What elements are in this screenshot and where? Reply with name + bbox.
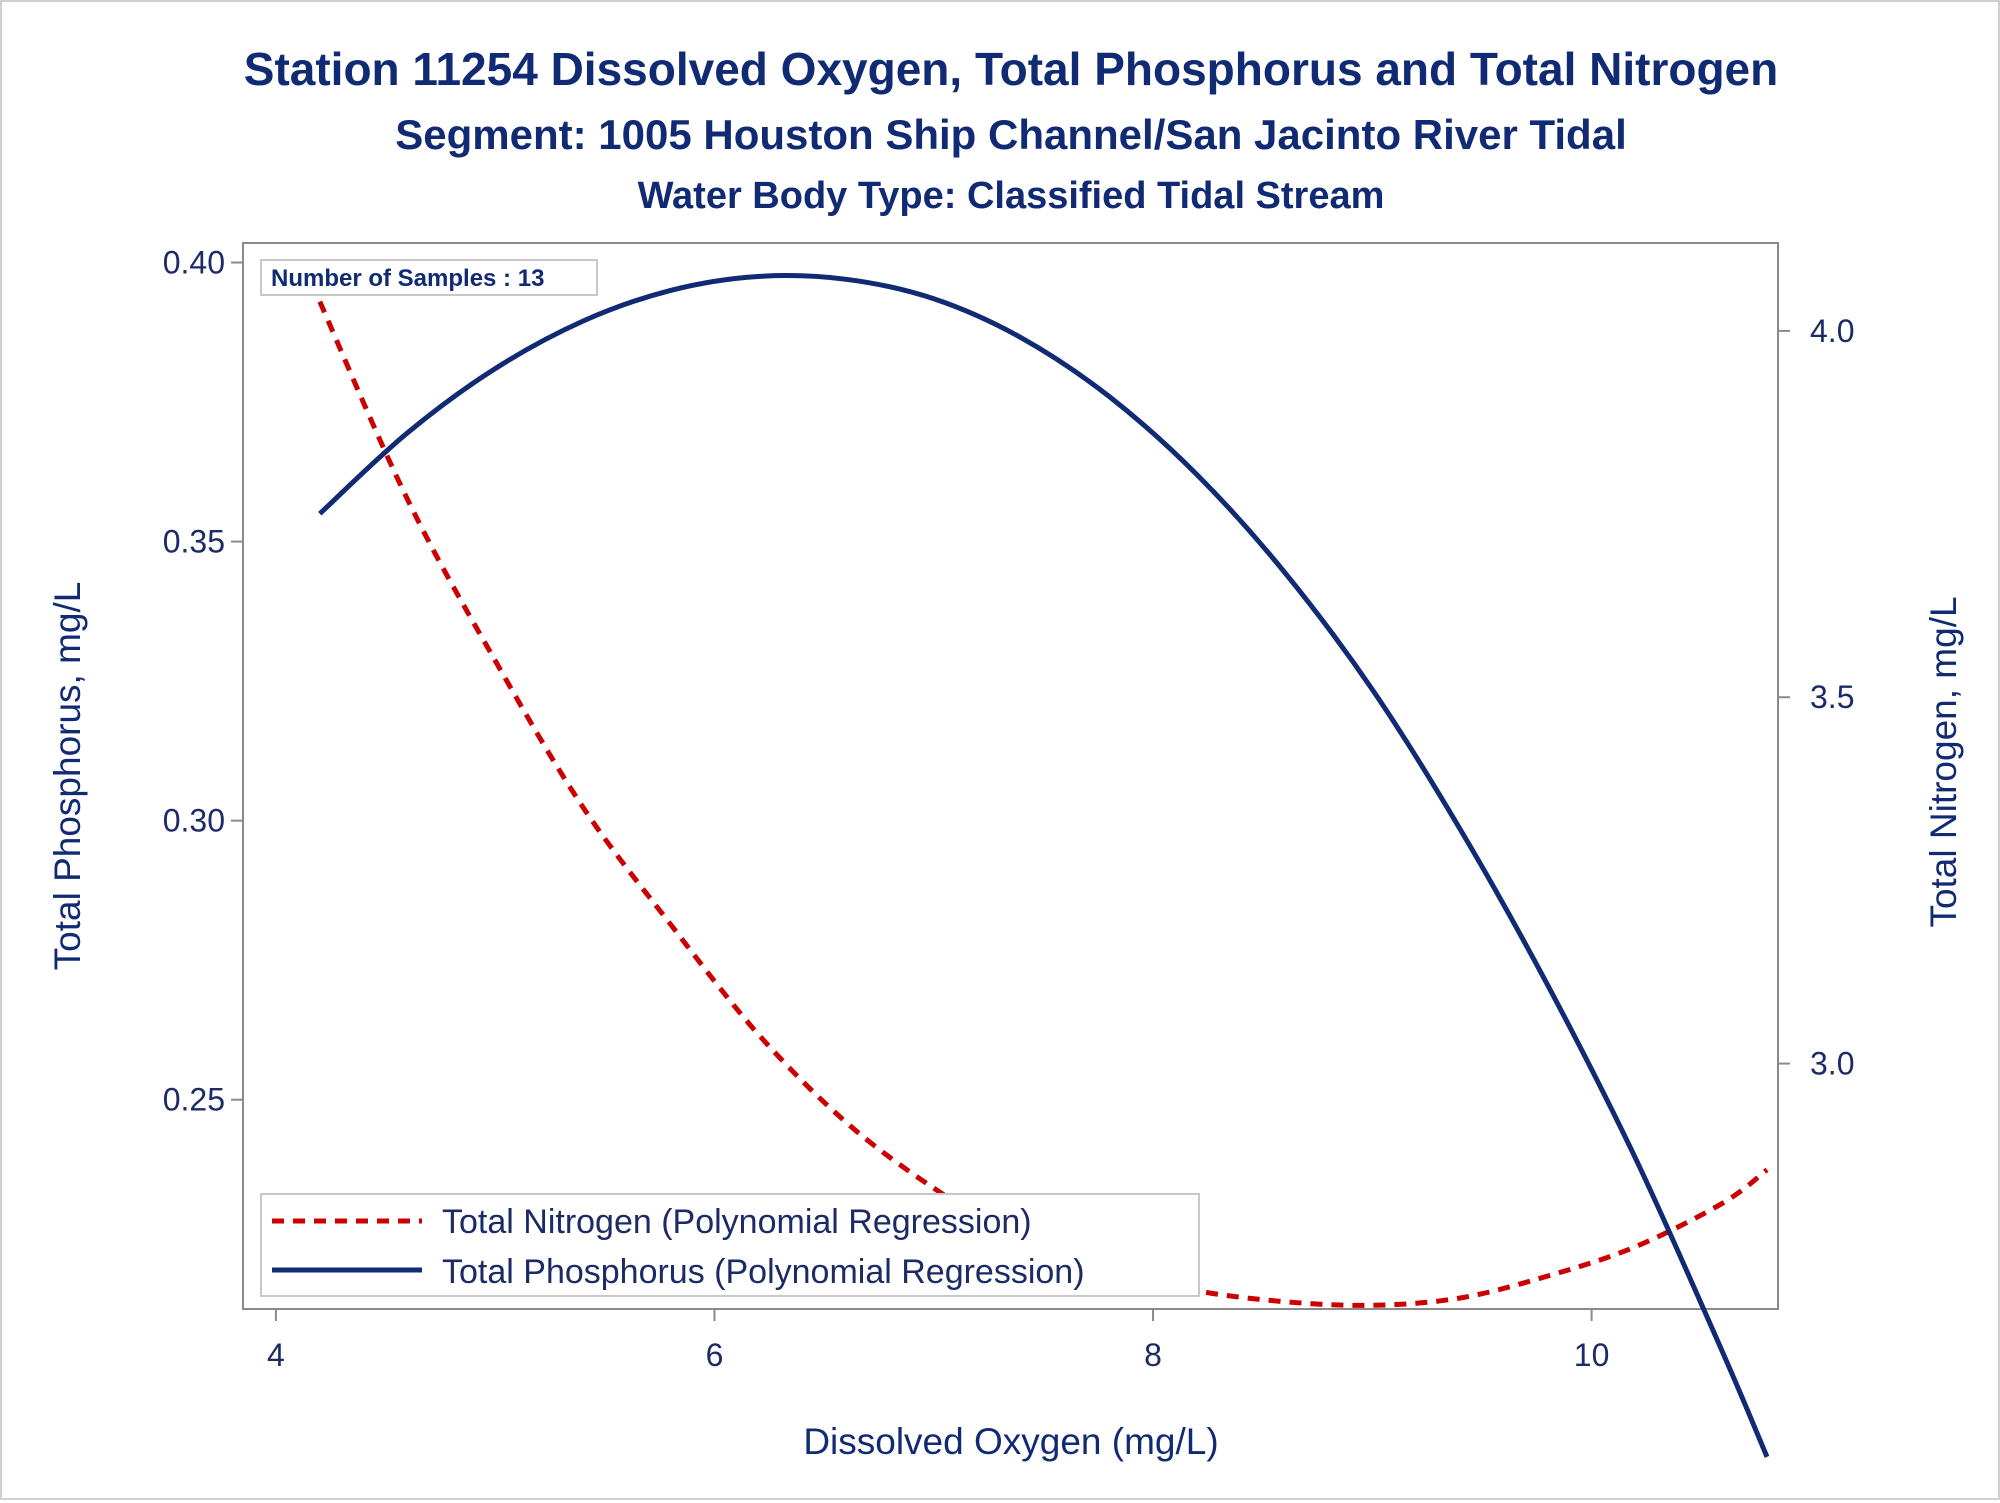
sample-count-text: Number of Samples : 13 [271, 265, 544, 292]
y2-tick-label: 3.0 [1810, 1046, 1854, 1082]
legend-box [260, 1193, 1200, 1297]
x-axis-label: Dissolved Oxygen (mg/L) [803, 1421, 1218, 1462]
sample-count-inset: Number of Samples : 13 [260, 259, 598, 296]
x-axis: 4 6 8 10 [267, 1309, 1609, 1373]
y-axis-label: Total Phosphorus, mg/L [47, 582, 88, 971]
legend-label-phosphorus: Total Phosphorus (Polynomial Regression) [442, 1253, 1085, 1291]
y-tick-label: 0.40 [163, 245, 225, 281]
y-axis-right: 3.0 3.5 4.0 [1778, 313, 1854, 1082]
x-tick-label: 8 [1144, 1337, 1162, 1373]
inset-box [260, 259, 598, 296]
y-tick-label: 0.30 [163, 803, 225, 839]
chart-title: Station 11254 Dissolved Oxygen, Total Ph… [244, 43, 1778, 95]
legend-label-nitrogen: Total Nitrogen (Polynomial Regression) [442, 1203, 1032, 1241]
y2-tick-label: 4.0 [1810, 313, 1854, 349]
y-tick-label: 0.25 [163, 1082, 225, 1118]
plot-area [242, 242, 1779, 1310]
x-tick-label: 10 [1574, 1337, 1610, 1373]
chart-subtitle: Segment: 1005 Houston Ship Channel/San J… [395, 111, 1627, 158]
y2-axis-label: Total Nitrogen, mg/L [1923, 596, 1964, 927]
x-tick-label: 4 [267, 1337, 285, 1373]
y-axis-left: 0.25 0.30 0.35 0.40 [163, 245, 243, 1118]
series-line-nitrogen [317, 300, 1769, 1308]
legend: Total Nitrogen (Polynomial Regression) T… [260, 1193, 1200, 1297]
x-tick-label: 6 [706, 1337, 724, 1373]
y2-tick-label: 3.5 [1810, 679, 1854, 715]
series-line-phosphorus [318, 273, 1770, 1458]
chart-subtitle-2: Water Body Type: Classified Tidal Stream [638, 175, 1385, 217]
y-tick-label: 0.35 [163, 524, 225, 560]
series-layer [317, 273, 1770, 1458]
